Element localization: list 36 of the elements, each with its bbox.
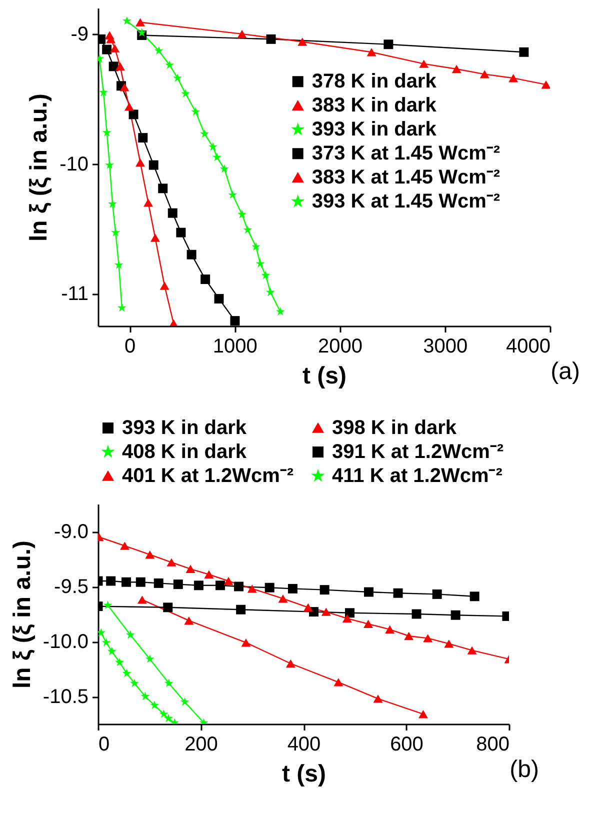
legend-label: 398 K in dark — [332, 417, 458, 439]
legend-label: 393 K in dark — [312, 118, 438, 141]
x-tick-label: 2000 — [318, 336, 363, 358]
x-tick-label: 1000 — [212, 336, 258, 358]
legend-label: 391 K at 1.2Wcm⁻² — [332, 441, 504, 463]
y-tick-label: -9.5 — [54, 576, 88, 598]
x-tick-label: 0 — [98, 734, 110, 756]
legend-label: 408 K in dark — [122, 441, 248, 463]
x-axis-title: t (s) — [282, 760, 326, 788]
text: (b) — [510, 756, 539, 783]
x-tick-label: 600 — [390, 734, 424, 756]
legend-label: 393 K at 1.45 Wcm⁻² — [312, 190, 500, 213]
y-tick-label: -10.5 — [42, 686, 88, 708]
text: (a) — [550, 358, 580, 385]
point — [200, 274, 210, 284]
x-tick-label: 0 — [124, 336, 136, 358]
y-axis-title: ln ξ (ξ in a.u.) — [26, 93, 53, 242]
y-tick-label: -9.0 — [54, 521, 88, 543]
x-tick-label: 3000 — [423, 336, 468, 358]
x-axis-title: t (s) — [302, 362, 346, 390]
legend-label: 411 K at 1.2Wcm⁻² — [332, 465, 503, 487]
y-axis-title: ln ξ (ξ in a.u.) — [8, 540, 36, 689]
legend-label: 401 K at 1.2Wcm⁻² — [122, 465, 294, 487]
y-tick-label: -10 — [60, 153, 88, 176]
y-tick-label: -10.0 — [42, 631, 88, 653]
x-tick-label: 800 — [476, 734, 510, 756]
y-tick-label: -11 — [61, 283, 88, 306]
legend-label: 373 K at 1.45 Wcm⁻² — [312, 142, 500, 165]
legend-label: 378 K in dark — [312, 70, 438, 93]
x-tick-label: 400 — [287, 734, 321, 756]
y-tick-label: -9 — [70, 23, 88, 46]
legend-label: 393 K in dark — [122, 417, 248, 439]
x-tick-label: 200 — [184, 734, 218, 756]
x-tick-label: 4000 — [506, 336, 550, 358]
legend-label: 383 K in dark — [312, 94, 438, 117]
legend-label: 383 K at 1.45 Wcm⁻² — [312, 166, 500, 189]
